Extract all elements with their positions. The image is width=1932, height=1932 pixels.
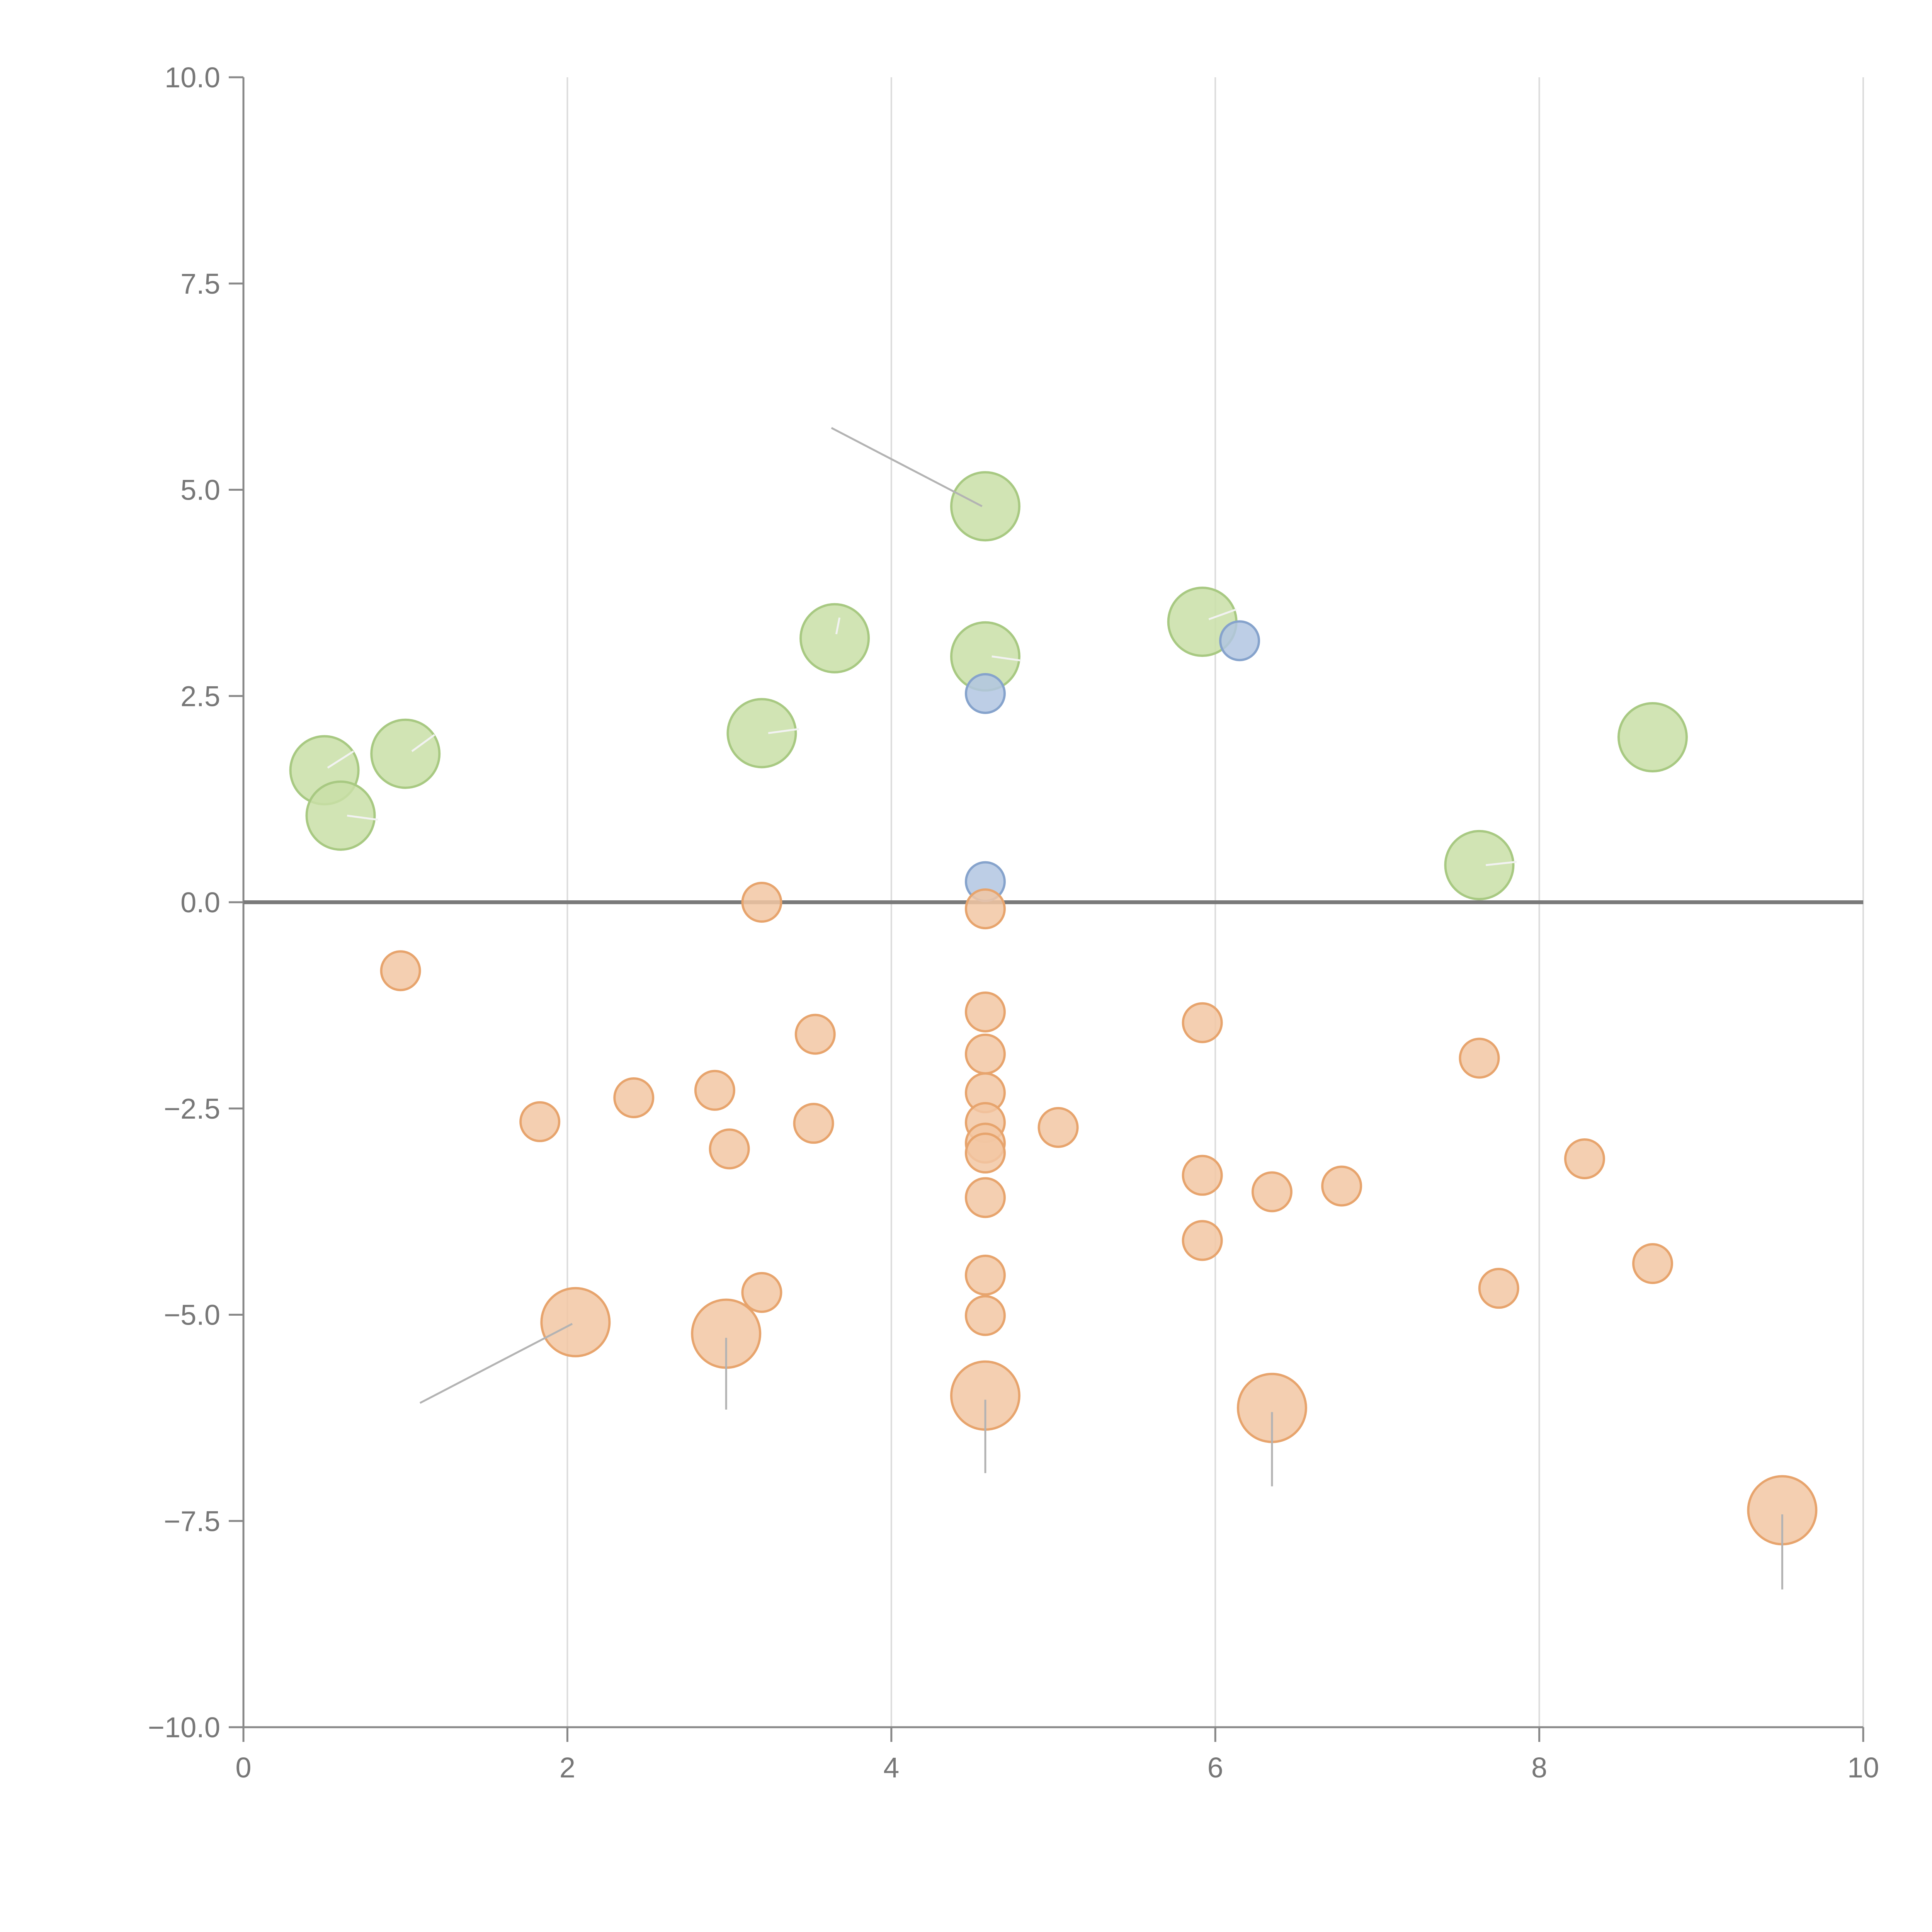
- orange-small-bubble: [613, 1077, 655, 1118]
- green-bubble: [726, 698, 797, 769]
- orange-small-bubble: [964, 991, 1006, 1032]
- y-tick-label: 2.5: [180, 680, 220, 712]
- orange-small-bubble: [964, 1177, 1006, 1218]
- y-tick-label: 10.0: [165, 61, 220, 94]
- orange-small-bubble: [1321, 1165, 1362, 1207]
- orange-small-bubble: [1182, 1155, 1223, 1196]
- orange-small-bubble: [964, 1295, 1006, 1336]
- leader-line: [1208, 608, 1237, 621]
- y-tick-label: −7.5: [164, 1505, 220, 1537]
- orange-small-bubble: [519, 1101, 561, 1142]
- orange-small-bubble: [694, 1070, 735, 1111]
- leader-line: [419, 1323, 573, 1404]
- green-bubble: [1617, 702, 1688, 772]
- orange-small-bubble: [964, 1255, 1006, 1296]
- leader-lines: [327, 427, 1783, 1590]
- leader-line: [835, 617, 841, 634]
- orange-small-bubble: [964, 1133, 1006, 1174]
- orange-small-bubble: [794, 1014, 836, 1055]
- orange-small-bubble: [1037, 1107, 1079, 1148]
- orange-small-bubble: [1564, 1138, 1605, 1179]
- orange-small-bubble: [1478, 1268, 1519, 1309]
- x-tick-label: 0: [235, 1752, 251, 1784]
- orange-small-bubble: [964, 888, 1006, 930]
- y-tick-label: 0.0: [180, 886, 220, 918]
- orange-small-bubble: [1251, 1171, 1293, 1213]
- orange-small-bubble: [1182, 1002, 1223, 1043]
- data-points: [289, 471, 1818, 1546]
- leader-line: [992, 655, 1021, 662]
- x-tick-label: 2: [560, 1752, 575, 1784]
- orange-small-bubble: [380, 950, 421, 992]
- leader-line: [327, 750, 354, 769]
- green-bubble: [950, 471, 1020, 542]
- orange-small-bubble: [1459, 1037, 1500, 1079]
- leader-line: [831, 427, 983, 507]
- orange-small-bubble: [1632, 1243, 1673, 1284]
- y-tick-label: 5.0: [180, 474, 220, 506]
- green-bubble: [305, 780, 376, 851]
- orange-small-bubble: [741, 1272, 782, 1313]
- orange-small-bubble: [1182, 1220, 1223, 1261]
- leader-line: [347, 815, 378, 821]
- x-axis-ticks: 0 2 4 6 8 10: [235, 1727, 1879, 1784]
- orange-small-bubble: [793, 1103, 834, 1144]
- y-tick-label: −2.5: [164, 1093, 220, 1125]
- green-bubble: [1444, 830, 1515, 900]
- blue-bubble: [964, 673, 1006, 714]
- orange-small-bubble: [964, 1033, 1006, 1075]
- leader-line: [768, 728, 799, 734]
- orange-large-bubble: [540, 1287, 611, 1357]
- y-tick-label: −10.0: [148, 1711, 220, 1743]
- y-tick-label: 7.5: [180, 268, 220, 300]
- leader-line: [411, 734, 435, 752]
- leader-line: [1485, 861, 1517, 866]
- orange-small-bubble: [741, 882, 782, 923]
- green-bubble: [370, 718, 441, 789]
- x-tick-label: 6: [1208, 1752, 1223, 1784]
- y-axis-ticks: 10.0 7.5 5.0 2.5 0.0 −2.5 −5.0 −7.5 −10.0: [148, 61, 243, 1743]
- orange-small-bubble: [709, 1128, 750, 1170]
- green-bubble: [799, 603, 870, 673]
- y-tick-label: −5.0: [164, 1299, 220, 1331]
- blue-bubble: [1219, 620, 1260, 662]
- x-tick-label: 10: [1847, 1752, 1879, 1784]
- x-tick-label: 4: [883, 1752, 899, 1784]
- x-tick-label: 8: [1531, 1752, 1547, 1784]
